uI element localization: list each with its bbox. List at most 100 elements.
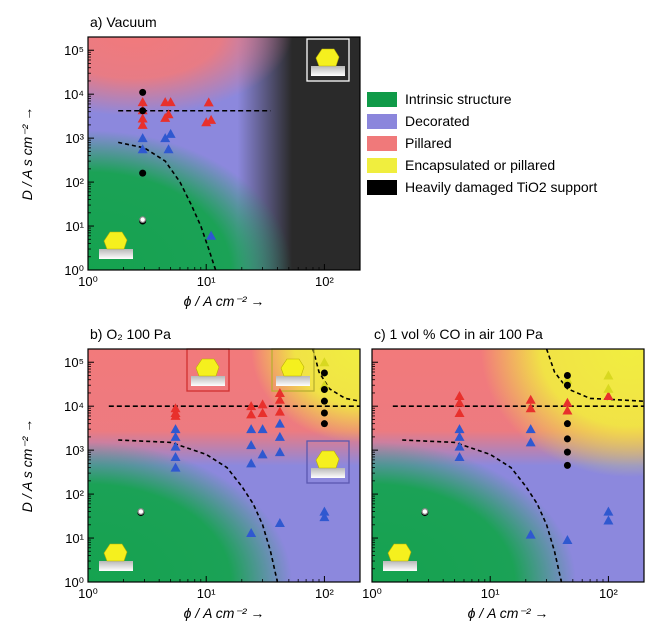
- markers: [137, 88, 217, 240]
- boundary-curve: [118, 439, 279, 582]
- circle-marker: [320, 385, 328, 393]
- triangle-marker: [206, 114, 217, 124]
- legend: Intrinsic structure Decorated Pillared E…: [367, 88, 597, 198]
- legend-label: Pillared: [405, 135, 452, 151]
- legend-label: Intrinsic structure: [405, 91, 512, 107]
- triangle-marker: [257, 407, 268, 417]
- inset-particle: [315, 48, 340, 67]
- y-tick-label: 10⁴: [64, 87, 84, 102]
- x-tick-label: 10⁰: [78, 274, 98, 289]
- triangle-marker: [454, 391, 465, 401]
- x-tick-label: 10¹: [481, 586, 500, 601]
- ring-marker: [139, 216, 147, 224]
- triangle-marker: [274, 394, 285, 404]
- triangle-marker: [160, 133, 171, 143]
- x-axis-label: ϕ / A cm⁻² →: [184, 605, 265, 621]
- x-tick-label: 10²: [599, 586, 618, 601]
- x-tick-label: 10¹: [197, 274, 216, 289]
- triangle-marker: [454, 431, 465, 441]
- triangle-marker: [137, 97, 148, 107]
- legend-item-decorated: Decorated: [367, 110, 597, 132]
- triangle-marker: [246, 424, 257, 434]
- triangle-marker: [603, 515, 614, 525]
- x-tick-label: 10⁰: [78, 586, 98, 601]
- triangle-marker: [603, 383, 614, 393]
- triangle-marker: [454, 441, 465, 451]
- y-axis-label: D / A s cm⁻² →: [19, 107, 35, 200]
- inset-frame: [306, 440, 350, 484]
- plot-frame: [87, 348, 361, 583]
- legend-label: Decorated: [405, 113, 470, 129]
- plot-frame: [87, 36, 361, 271]
- panel-title: a) Vacuum: [90, 14, 157, 30]
- circle-marker: [139, 88, 147, 96]
- inset-particle: [387, 543, 412, 562]
- inset-particle: [315, 450, 340, 469]
- circle-marker: [563, 420, 571, 428]
- inset-support: [99, 561, 133, 571]
- y-tick-label: 10⁰: [64, 263, 84, 278]
- triangle-marker: [319, 506, 330, 516]
- triangle-marker: [246, 458, 257, 468]
- triangle-marker: [206, 230, 217, 240]
- panel-c: 10⁰ 10¹ 10² c) 1 vol % CO in air 100 Pa ϕ / …: [362, 326, 645, 621]
- axes: 10⁰ 10¹ 10²: [362, 348, 645, 601]
- inset-support: [383, 561, 417, 571]
- legend-swatch: [367, 113, 397, 129]
- boundary-curve: [118, 141, 217, 270]
- axes: 10⁰ 10¹ 10² 10⁰ 10¹ 10² 10³ 10⁴ 10⁵: [64, 348, 361, 601]
- circle-marker: [320, 420, 328, 428]
- triangle-marker: [454, 424, 465, 434]
- triangle-marker: [170, 424, 181, 434]
- y-tick-label: 10⁴: [64, 399, 84, 414]
- region-intrinsic: [88, 83, 360, 270]
- circle-marker: [563, 435, 571, 443]
- x-axis-label: ϕ / A cm⁻² →: [184, 293, 265, 309]
- plot-frame: [371, 348, 645, 583]
- triangle-marker: [163, 144, 174, 154]
- inset-support: [311, 66, 345, 76]
- panel-b: 10⁰ 10¹ 10² 10⁰ 10¹ 10² 10³ 10⁴ 10⁵ b) O₂ 100 Pa ϕ…: [19, 326, 361, 621]
- triangle-marker: [137, 133, 148, 143]
- triangle-marker: [525, 529, 536, 539]
- axes: 10⁰ 10¹ 10² 10⁰ 10¹ 10² 10³ 10⁴ 10⁵: [64, 36, 361, 289]
- boundary-curve: [402, 439, 563, 582]
- triangle-marker: [163, 109, 174, 119]
- inset-frame: [306, 38, 350, 82]
- triangle-marker: [170, 441, 181, 451]
- inset-support: [191, 376, 225, 386]
- triangle-marker: [525, 403, 536, 413]
- triangle-marker: [170, 403, 181, 413]
- triangle-marker: [274, 418, 285, 428]
- circle-marker: [563, 371, 571, 379]
- legend-item-encapsulated: Encapsulated or pillared: [367, 154, 597, 176]
- triangle-marker: [165, 97, 176, 107]
- triangle-marker: [203, 97, 214, 107]
- triangle-marker: [274, 431, 285, 441]
- y-axis-label: D / A s cm⁻² →: [19, 419, 35, 512]
- inset-support: [311, 468, 345, 478]
- triangle-marker: [170, 451, 181, 461]
- triangle-marker: [257, 424, 268, 434]
- circle-marker: [139, 107, 147, 115]
- y-tick-label: 10³: [65, 131, 84, 146]
- region-encapsulated: [372, 349, 644, 582]
- triangle-marker: [201, 117, 212, 127]
- legend-item-intrinsic: Intrinsic structure: [367, 88, 597, 110]
- y-tick-label: 10⁵: [64, 355, 84, 370]
- triangle-marker: [274, 387, 285, 397]
- inset-particle: [280, 358, 305, 377]
- triangle-marker: [562, 374, 573, 384]
- background-regions: [372, 349, 644, 582]
- inset-particle: [195, 358, 220, 377]
- legend-label: Heavily damaged TiO2 support: [405, 179, 598, 195]
- triangle-marker: [319, 357, 330, 367]
- triangle-marker: [274, 406, 285, 416]
- triangle-marker: [454, 451, 465, 461]
- triangle-marker: [246, 409, 257, 419]
- y-tick-label: 10²: [65, 487, 84, 502]
- triangle-marker: [319, 380, 330, 390]
- boundary-curve-upper: [312, 349, 360, 402]
- triangle-marker: [170, 410, 181, 420]
